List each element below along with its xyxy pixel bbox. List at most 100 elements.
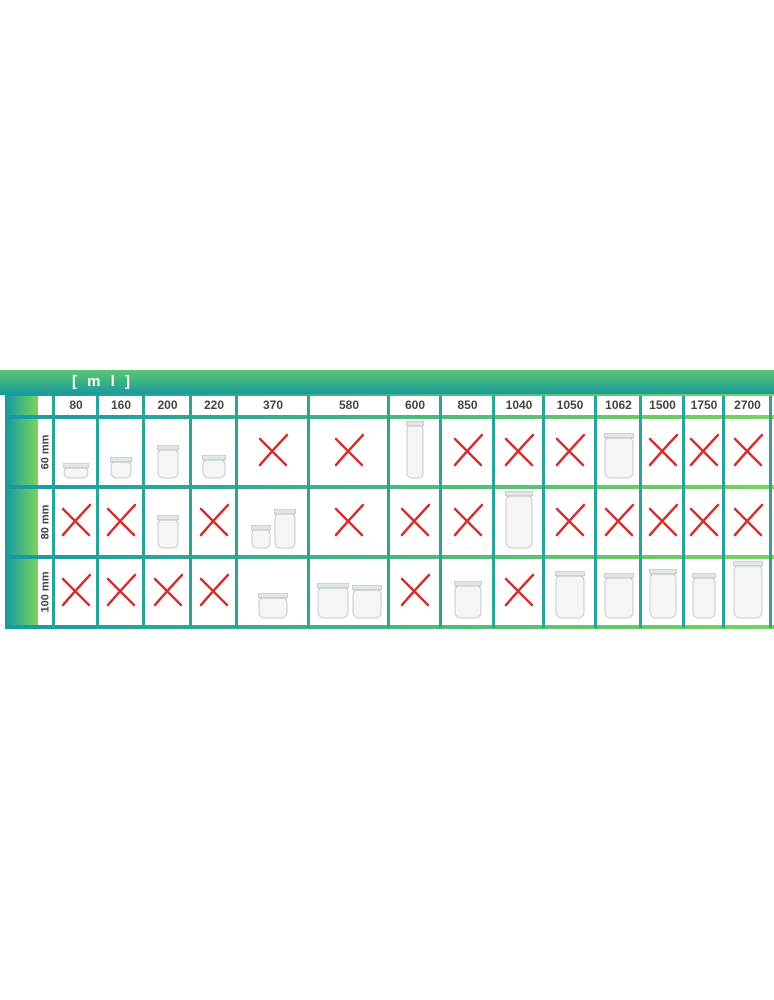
side-bar	[5, 395, 38, 628]
unavailable-x-icon	[199, 573, 230, 607]
grid-cell	[597, 559, 640, 619]
grid-line	[722, 396, 725, 628]
grid-cell	[442, 419, 493, 479]
column-header: 850	[457, 398, 478, 412]
grid-line	[492, 396, 495, 628]
grid-cell	[685, 419, 723, 479]
grid-cell	[145, 559, 190, 619]
grid-cell	[390, 559, 440, 619]
jar-icon	[732, 561, 763, 619]
column-header: 160	[110, 398, 132, 412]
grid-cell	[238, 419, 308, 479]
grid-cell	[55, 419, 97, 479]
column-header: 1062	[605, 398, 632, 412]
grid-cell	[725, 559, 770, 619]
grid-cell	[99, 489, 143, 549]
grid-line	[769, 396, 772, 628]
grid-cell	[192, 489, 236, 549]
unavailable-x-icon	[648, 503, 678, 537]
unavailable-x-icon	[199, 503, 230, 537]
jar-icon	[202, 455, 226, 479]
unavailable-x-icon	[689, 433, 720, 467]
grid-cell	[310, 559, 388, 619]
jar-icon	[603, 573, 634, 619]
grid-cell	[442, 489, 493, 549]
unavailable-x-icon	[400, 503, 431, 537]
unavailable-x-icon	[733, 433, 763, 467]
unavailable-x-icon	[604, 503, 634, 537]
grid-line	[639, 396, 642, 628]
grid-line	[142, 396, 145, 628]
grid-cell	[597, 419, 640, 479]
grid-cell	[390, 489, 440, 549]
grid-line	[387, 396, 390, 628]
grid-cell	[685, 489, 723, 549]
jar-icon	[505, 491, 533, 549]
grid-line	[682, 396, 685, 628]
jar-icon	[603, 433, 634, 479]
unavailable-x-icon	[504, 433, 535, 467]
unavailable-x-icon	[648, 433, 678, 467]
grid-cell	[310, 489, 388, 549]
column-header: 600	[404, 398, 426, 412]
jar-icon	[250, 525, 271, 549]
unavailable-x-icon	[504, 573, 535, 607]
unavailable-x-icon	[689, 503, 720, 537]
row-label: 100 mm	[38, 559, 53, 625]
grid-line	[235, 396, 238, 628]
grid-cell	[442, 559, 493, 619]
unavailable-x-icon	[61, 573, 92, 607]
row-label: 60 mm	[38, 419, 53, 485]
jar-icon	[273, 509, 296, 549]
grid-cell	[545, 559, 595, 619]
grid-cell	[685, 559, 723, 619]
column-header: 1050	[556, 398, 584, 412]
unavailable-x-icon	[555, 433, 586, 467]
header-banner	[0, 370, 774, 395]
grid-cell	[192, 419, 236, 479]
row-label: 80 mm	[38, 489, 53, 555]
jar-icon	[692, 573, 716, 619]
grid-cell	[55, 559, 97, 619]
jar-icon	[453, 581, 482, 619]
grid-cell	[238, 559, 308, 619]
unavailable-x-icon	[61, 503, 92, 537]
grid-cell	[545, 489, 595, 549]
column-header: 1500	[649, 398, 676, 412]
grid-line	[96, 396, 99, 628]
unavailable-x-icon	[153, 573, 183, 607]
grid-line	[307, 396, 310, 628]
unit-label: [ m l ]	[72, 373, 133, 390]
unavailable-x-icon	[106, 573, 137, 607]
jar-icon	[316, 583, 349, 619]
unavailable-x-icon	[106, 503, 137, 537]
row-label-text: 100 mm	[39, 571, 52, 613]
grid-cell	[495, 559, 543, 619]
grid-cell	[642, 559, 683, 619]
jar-icon	[406, 421, 424, 479]
grid-cell	[642, 419, 683, 479]
grid-cell	[725, 419, 770, 479]
grid-line	[542, 396, 545, 628]
jar-icon	[648, 569, 677, 619]
unavailable-x-icon	[733, 503, 763, 537]
grid-cell	[238, 489, 308, 549]
grid-cell	[597, 489, 640, 549]
grid-line	[5, 394, 774, 396]
grid-cell	[192, 559, 236, 619]
grid-cell	[390, 419, 440, 479]
column-header: 370	[262, 398, 284, 412]
unavailable-x-icon	[334, 433, 365, 467]
grid-cell	[310, 419, 388, 479]
grid-cell	[725, 489, 770, 549]
unavailable-x-icon	[400, 573, 431, 607]
jar-icon	[555, 571, 585, 619]
grid-cell	[545, 419, 595, 479]
unavailable-x-icon	[453, 503, 483, 537]
grid-cell	[55, 489, 97, 549]
column-header: 220	[203, 398, 225, 412]
column-header: 580	[338, 398, 360, 412]
jar-icon	[351, 585, 382, 619]
grid-cell	[495, 489, 543, 549]
column-header: 200	[157, 398, 178, 412]
